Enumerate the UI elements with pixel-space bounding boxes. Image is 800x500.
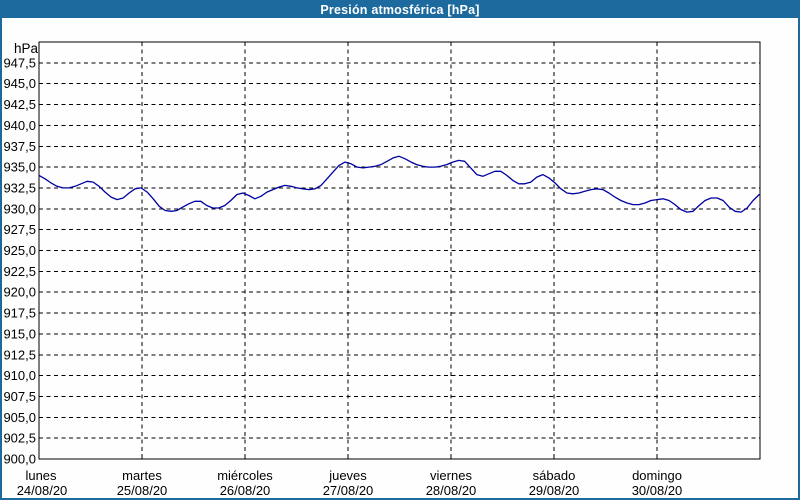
horizontal-gridlines xyxy=(39,62,760,439)
y-tick-label: 910,0 xyxy=(3,368,36,383)
y-axis-labels: 947,5 945,0 942,5 940,0 937,5 935,0 932,5 930,0… xyxy=(3,41,38,467)
x-day-name: martes xyxy=(122,468,162,483)
y-axis-unit-label: hPa xyxy=(14,41,39,56)
y-tick-label: 930,0 xyxy=(3,201,36,216)
y-tick-label: 900,0 xyxy=(3,452,36,467)
x-day-name: viernes xyxy=(430,468,472,483)
y-tick-label: 937,5 xyxy=(3,139,36,154)
y-tick-label: 905,0 xyxy=(3,410,36,425)
x-day-date: 27/08/20 xyxy=(323,483,374,498)
x-day-name: lunes xyxy=(25,468,57,483)
x-day-name: miércoles xyxy=(217,468,273,483)
y-tick-label: 922,5 xyxy=(3,264,36,279)
pressure-series-line xyxy=(38,155,760,213)
y-tick-label: 920,0 xyxy=(3,285,36,300)
y-tick-label: 940,0 xyxy=(3,118,36,133)
x-day-date: 28/08/20 xyxy=(426,483,477,498)
x-day-date: 25/08/20 xyxy=(117,483,168,498)
x-day-name: jueves xyxy=(328,468,367,483)
y-tick-label: 915,0 xyxy=(3,326,36,341)
chart-area: 947,5 945,0 942,5 940,0 937,5 935,0 932,5 930,0… xyxy=(2,18,798,498)
y-tick-label: 947,5 xyxy=(3,55,36,70)
window-title: Presión atmosférica [hPa] xyxy=(320,3,480,17)
y-tick-label: 925,0 xyxy=(3,243,36,258)
y-tick-label: 932,5 xyxy=(3,180,36,195)
x-day-date: 26/08/20 xyxy=(220,483,271,498)
y-tick-label: 917,5 xyxy=(3,306,36,321)
vertical-gridlines xyxy=(141,42,658,459)
y-tick-label: 912,5 xyxy=(3,347,36,362)
y-tick-label: 902,5 xyxy=(3,431,36,446)
x-day-date: 29/08/20 xyxy=(529,483,580,498)
x-day-name: sábado xyxy=(533,468,576,483)
x-day-date: 30/08/20 xyxy=(632,483,683,498)
y-tick-label: 907,5 xyxy=(3,389,36,404)
plot-frame xyxy=(38,41,761,460)
y-tick-label: 942,5 xyxy=(3,97,36,112)
pressure-line-chart: 947,5 945,0 942,5 940,0 937,5 935,0 932,5 930,0… xyxy=(3,41,761,498)
y-tick-label: 945,0 xyxy=(3,76,36,91)
y-tick-label: 927,5 xyxy=(3,222,36,237)
x-day-name: domingo xyxy=(632,468,682,483)
x-day-date: 24/08/20 xyxy=(17,483,68,498)
y-tick-label: 935,0 xyxy=(3,160,36,175)
titlebar: Presión atmosférica [hPa] xyxy=(2,2,798,18)
